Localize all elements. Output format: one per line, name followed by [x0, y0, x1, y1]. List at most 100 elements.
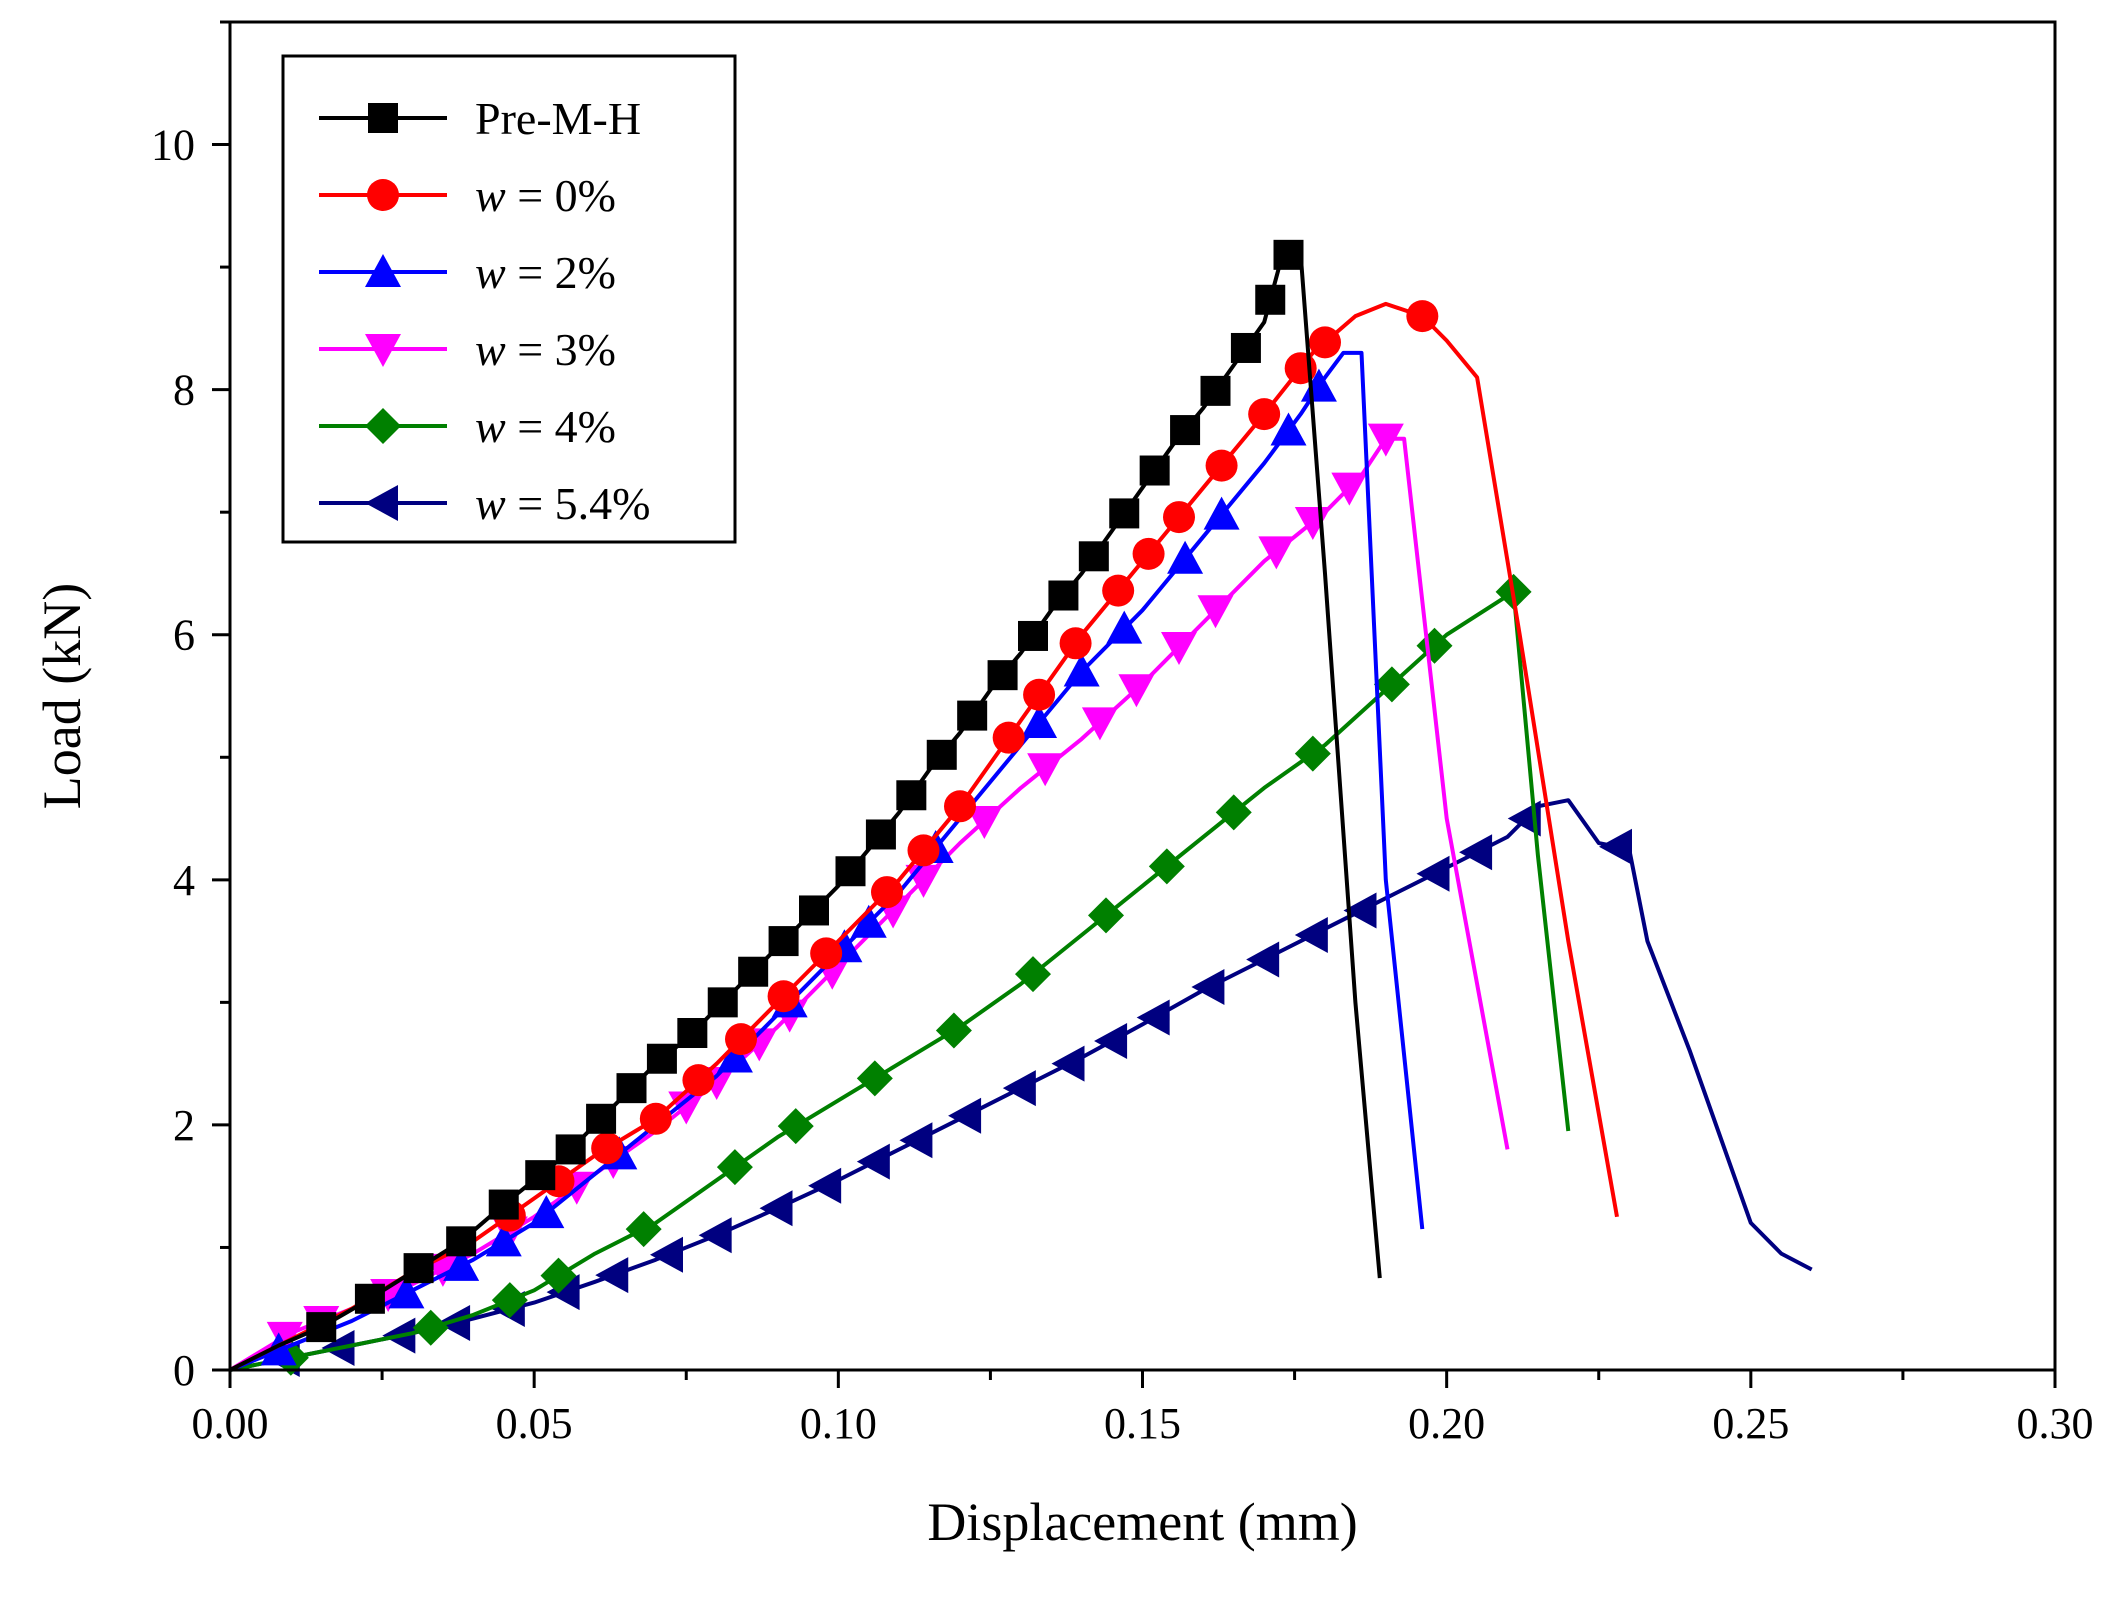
data-point-marker	[1197, 595, 1234, 629]
legend-entry: w = 5.4%	[319, 478, 650, 529]
data-point-marker	[1161, 631, 1197, 665]
data-point-marker	[1094, 1022, 1128, 1059]
series-w-5-4	[229, 798, 1813, 1377]
legend-entry: w = 3%	[319, 324, 616, 375]
legend-entry: w = 4%	[319, 401, 616, 452]
data-point-marker	[555, 1134, 586, 1165]
data-point-marker	[1018, 620, 1048, 651]
data-point-marker	[799, 895, 829, 926]
legend-marker	[367, 179, 399, 211]
data-point-marker	[1102, 574, 1135, 607]
data-point-marker	[646, 1043, 677, 1074]
data-point-marker	[1309, 326, 1341, 359]
data-point-marker	[488, 1189, 519, 1220]
data-point-marker	[1416, 855, 1450, 892]
data-point-marker	[1258, 536, 1295, 570]
data-point-marker	[808, 1167, 842, 1204]
data-point-marker	[987, 660, 1018, 691]
data-point-marker	[1139, 455, 1170, 486]
data-point-marker	[525, 1160, 556, 1191]
data-point-marker	[266, 1321, 303, 1355]
data-point-marker	[1088, 897, 1124, 934]
data-point-marker	[1203, 496, 1240, 530]
data-point-marker	[650, 1236, 683, 1273]
legend-label-variable: w	[475, 170, 506, 221]
data-point-marker	[446, 1226, 477, 1257]
data-point-marker	[1191, 969, 1225, 1006]
data-point-marker	[810, 937, 843, 970]
data-point-marker	[677, 1018, 708, 1048]
data-point-marker	[591, 1132, 624, 1165]
data-point-marker	[957, 700, 988, 731]
data-point-marker	[850, 904, 887, 938]
legend-label-value: = 4%	[506, 401, 616, 452]
series-line	[228, 436, 1510, 1372]
data-point-marker	[871, 876, 903, 909]
x-tick-label: 0.10	[800, 1399, 877, 1448]
x-tick-label: 0.30	[2017, 1399, 2094, 1448]
x-tick-label: 0.05	[496, 1399, 573, 1448]
data-point-marker	[725, 1023, 757, 1056]
data-point-marker	[1059, 627, 1092, 660]
data-point-marker	[1136, 999, 1170, 1036]
data-point-marker	[1015, 956, 1051, 993]
data-point-marker	[707, 987, 738, 1018]
data-point-marker	[1294, 506, 1331, 540]
series-w-0	[229, 300, 1619, 1372]
legend-entry: w = 2%	[319, 247, 616, 298]
data-point-marker	[992, 721, 1025, 754]
data-point-marker	[1081, 707, 1118, 741]
y-tick-label: 0	[173, 1346, 195, 1395]
series-line	[229, 798, 1813, 1372]
data-point-marker	[491, 1282, 528, 1319]
data-point-marker	[540, 1257, 577, 1294]
data-point-marker	[935, 1012, 972, 1049]
data-point-marker	[944, 790, 976, 823]
data-point-marker	[1132, 537, 1165, 570]
series-line	[229, 301, 1619, 1372]
data-point-marker	[546, 1274, 580, 1311]
x-tick-label: 0.25	[1712, 1399, 1789, 1448]
data-point-marker	[1459, 834, 1493, 871]
data-point-marker	[835, 856, 866, 887]
legend-marker	[365, 408, 401, 444]
data-point-marker	[1273, 239, 1304, 270]
data-point-marker	[528, 1195, 565, 1229]
data-point-marker	[1063, 653, 1100, 687]
data-point-marker	[1163, 501, 1195, 534]
data-point-marker	[698, 1217, 732, 1254]
data-point-marker	[1148, 848, 1185, 885]
data-point-marker	[966, 805, 1003, 839]
data-point-marker	[1248, 398, 1281, 431]
data-point-marker	[1343, 892, 1377, 929]
data-point-marker	[777, 1108, 814, 1145]
legend-entry: Pre-M-H	[319, 93, 641, 144]
data-point-marker	[856, 1060, 893, 1097]
legend-label-value: = 2%	[506, 247, 616, 298]
legend-label-value: = 5.4%	[506, 478, 651, 529]
data-point-marker	[412, 1309, 449, 1346]
data-point-marker	[948, 1097, 982, 1134]
data-point-marker	[716, 1149, 753, 1186]
series-layer	[228, 239, 1813, 1377]
x-axis-title: Displacement (mm)	[927, 1492, 1357, 1552]
data-point-marker	[485, 1223, 522, 1257]
data-point-marker	[260, 1332, 297, 1366]
data-point-marker	[1023, 678, 1056, 711]
data-point-marker	[595, 1257, 629, 1294]
data-point-marker	[865, 819, 896, 850]
data-point-marker	[1294, 735, 1331, 772]
data-point-marker	[443, 1247, 480, 1281]
legend-label: w = 4%	[475, 401, 616, 452]
data-point-marker	[1205, 449, 1238, 482]
data-point-marker	[639, 1102, 672, 1135]
data-point-marker	[738, 956, 769, 987]
legend-label: w = 2%	[475, 247, 616, 298]
data-point-marker	[1027, 753, 1064, 787]
data-point-marker	[1255, 284, 1286, 315]
y-tick-label: 8	[173, 366, 195, 415]
data-point-marker	[306, 1312, 337, 1343]
data-point-marker	[586, 1103, 617, 1134]
data-point-marker	[907, 834, 940, 867]
